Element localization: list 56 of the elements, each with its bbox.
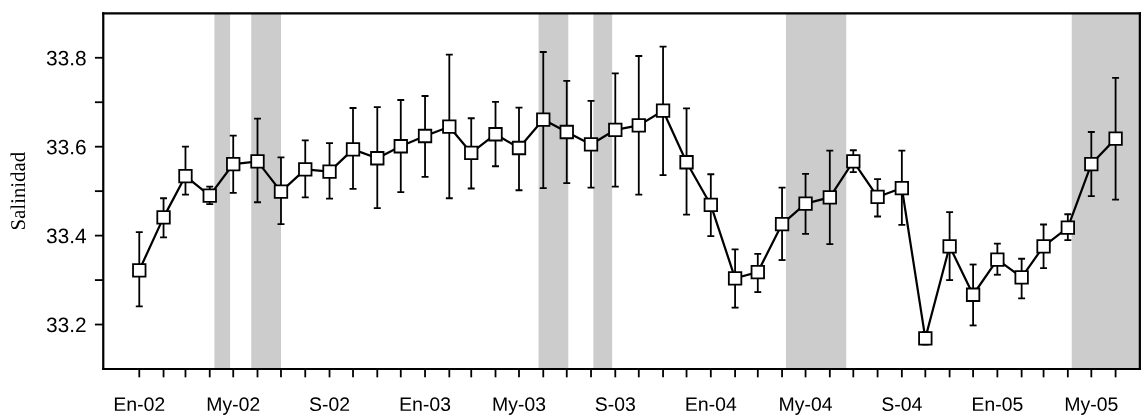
y-tick-label: 33.2	[46, 317, 86, 333]
point	[583, 137, 599, 152]
point	[322, 164, 337, 179]
point	[631, 118, 646, 133]
point	[822, 190, 837, 205]
point	[870, 189, 885, 205]
point	[132, 263, 147, 278]
point	[1060, 220, 1075, 235]
y-tick-label: 33.6	[46, 139, 86, 155]
point	[1014, 270, 1029, 285]
x-tick-label: My-03	[493, 397, 546, 415]
point	[846, 154, 861, 169]
point	[226, 156, 241, 172]
point	[370, 151, 385, 166]
point	[417, 128, 433, 144]
x-tick-label: S-02	[309, 397, 350, 412]
x-tick-label: My-02	[207, 397, 260, 415]
point	[679, 155, 694, 170]
y-tick-label: 33.8	[46, 50, 86, 66]
point	[156, 210, 171, 225]
point	[965, 287, 981, 302]
point	[608, 122, 623, 137]
x-tick-label: En-05	[973, 397, 1023, 412]
point	[655, 103, 671, 118]
point	[894, 180, 910, 196]
point	[178, 168, 193, 184]
point	[990, 252, 1005, 267]
point	[1108, 131, 1123, 146]
point	[559, 124, 574, 140]
x-tick-label: En-03	[400, 397, 451, 412]
point	[273, 184, 289, 199]
x-tick-label: En-02	[114, 397, 165, 412]
point	[464, 145, 479, 161]
point	[1084, 156, 1099, 172]
point	[942, 239, 957, 254]
point	[1036, 239, 1051, 254]
y-axis-title: Salinidad	[10, 152, 26, 230]
point	[703, 197, 718, 213]
point	[345, 142, 361, 157]
point	[393, 139, 408, 154]
x-tick-label: En-04	[686, 397, 737, 412]
point	[511, 140, 527, 156]
x-tick-label: S-03	[595, 397, 635, 412]
point	[442, 119, 457, 134]
y-tick-label: 33.4	[46, 228, 86, 244]
point	[536, 112, 551, 127]
point	[750, 264, 765, 280]
point	[774, 216, 790, 232]
point	[488, 127, 503, 142]
point	[250, 154, 265, 169]
x-tick-label: S-04	[882, 397, 922, 412]
point	[798, 196, 813, 211]
x-tick-label: My-05	[1065, 397, 1118, 415]
x-tick-label: My-04	[780, 397, 832, 415]
point	[298, 162, 313, 177]
point	[727, 271, 743, 286]
